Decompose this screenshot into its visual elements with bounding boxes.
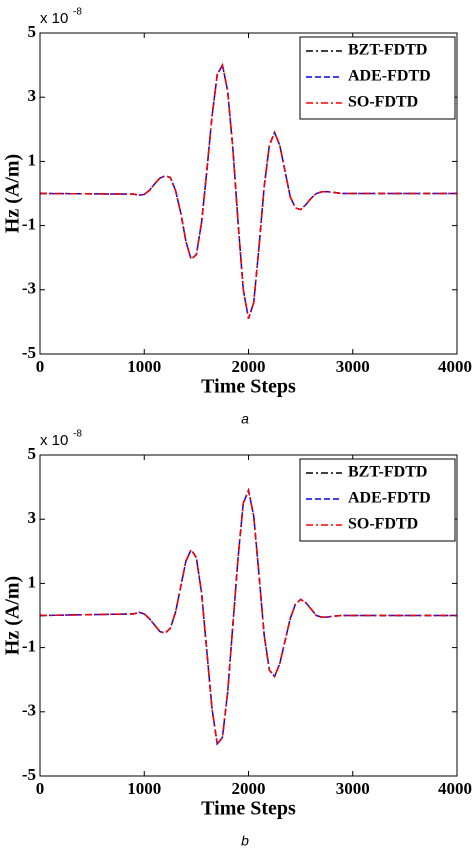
y-multiplier-exponent: -8 (73, 429, 82, 440)
y-tick-label: 3 (28, 508, 37, 527)
x-tick-label: 3000 (336, 357, 370, 376)
x-axis-label: Time Steps (201, 376, 296, 398)
series-line (39, 487, 457, 746)
legend-label: ADE-FDTD (348, 490, 431, 507)
y-axis-label: Hz (A/m) (2, 154, 24, 233)
series-line (39, 62, 457, 319)
y-tick-label: 1 (28, 572, 37, 591)
y-axis-label: Hz (A/m) (2, 576, 24, 655)
legend-label: BZT-FDTD (348, 42, 427, 59)
y-tick-label: 5 (28, 444, 37, 463)
caption: b (241, 833, 249, 849)
y-tick-label: -5 (22, 343, 36, 362)
y-tick-label: -5 (22, 765, 36, 784)
legend-label: SO-FDTD (348, 94, 418, 111)
y-tick-label: -1 (22, 637, 36, 656)
y-tick-label: 3 (28, 86, 37, 105)
x-tick-label: 0 (36, 357, 45, 376)
x-tick-label: 2000 (232, 357, 266, 376)
legend-label: SO-FDTD (348, 516, 418, 533)
y-multiplier-exponent: -8 (73, 7, 82, 18)
x-tick-label: 2000 (232, 779, 266, 798)
x-axis-label: Time Steps (201, 798, 296, 820)
y-tick-label: -3 (22, 701, 36, 720)
x-tick-label: 4000 (438, 357, 472, 376)
caption: a (241, 411, 249, 427)
x-tick-label: 1000 (127, 779, 161, 798)
y-tick-label: 5 (28, 22, 37, 41)
x-tick-label: 3000 (336, 779, 370, 798)
legend-label: ADE-FDTD (348, 68, 431, 85)
y-tick-label: -1 (22, 215, 36, 234)
y-multiplier: x 10 (40, 432, 68, 449)
legend-label: BZT-FDTD (348, 464, 427, 481)
x-tick-label: 1000 (127, 357, 161, 376)
x-tick-label: 0 (36, 779, 45, 798)
y-tick-label: -3 (22, 279, 36, 298)
y-multiplier: x 10 (40, 10, 68, 27)
x-tick-label: 4000 (438, 779, 472, 798)
y-tick-label: 1 (28, 150, 37, 169)
